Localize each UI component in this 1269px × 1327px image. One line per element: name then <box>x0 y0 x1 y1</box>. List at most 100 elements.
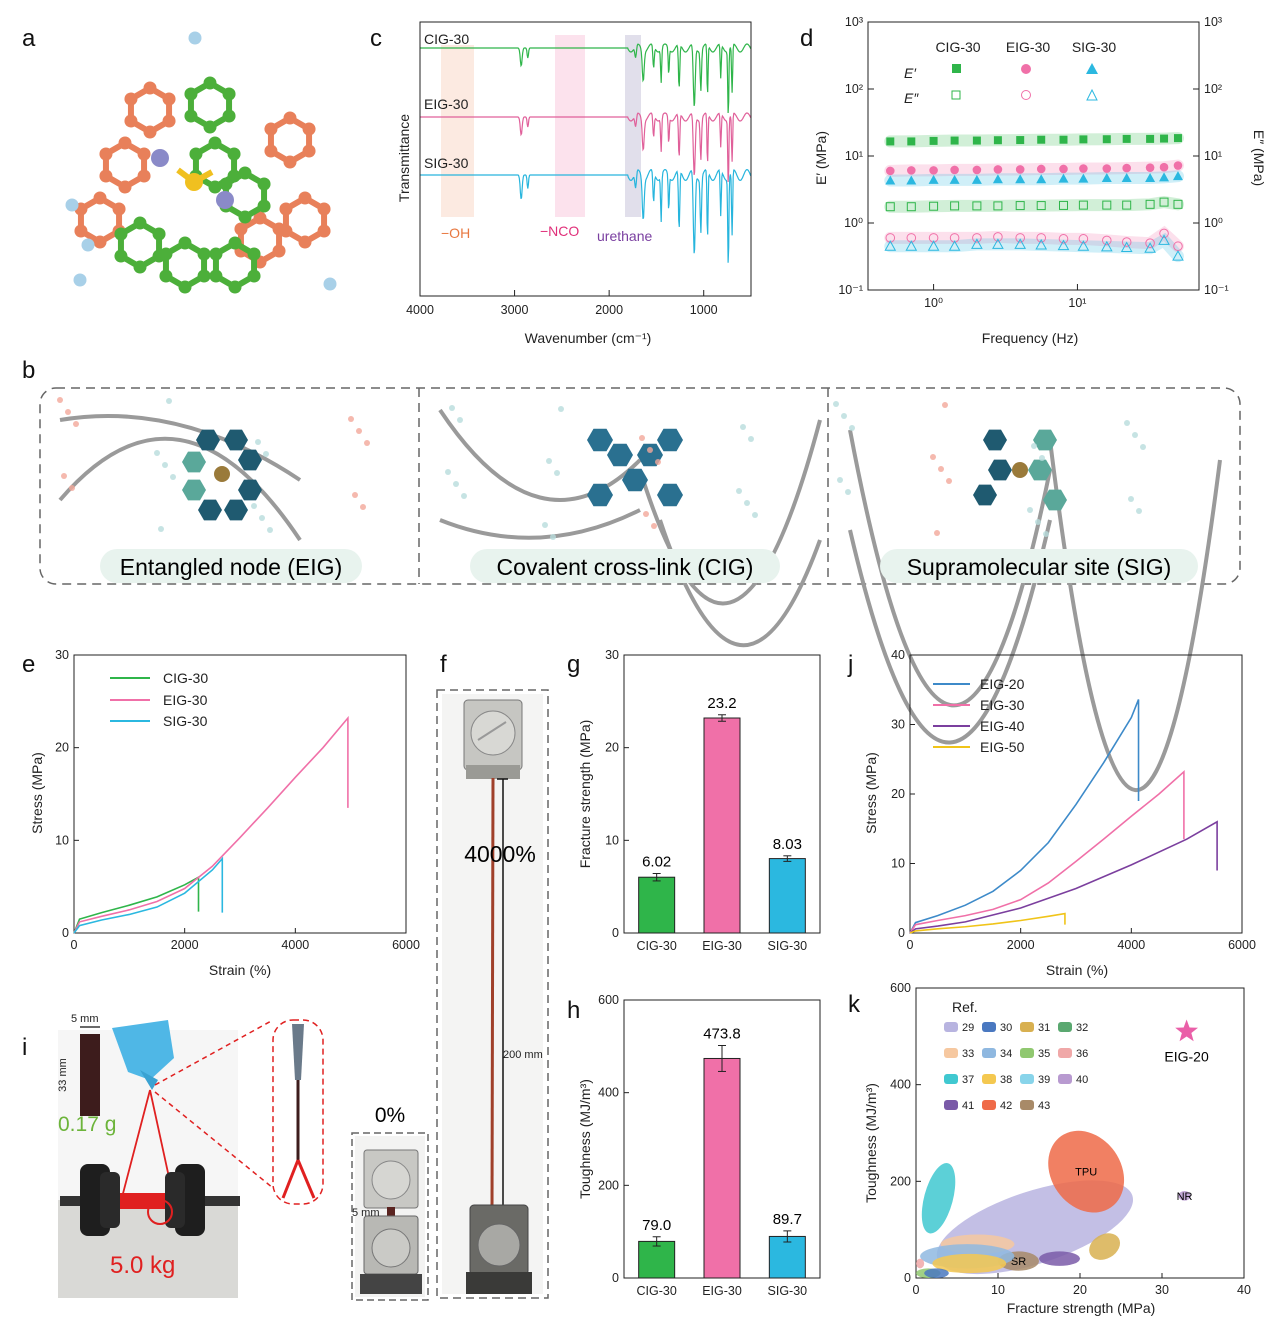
network-bead <box>453 481 459 487</box>
panel-j-y-tick-label: 20 <box>891 787 905 801</box>
atom <box>283 111 297 125</box>
point-CIG-30 E″ <box>972 201 982 211</box>
network-bead <box>938 466 944 472</box>
point-CIG-30 E′ <box>972 136 981 145</box>
point-SIG-30 E″ <box>1077 240 1090 251</box>
atom <box>137 169 151 183</box>
bar-value-label: 79.0 <box>642 1217 671 1234</box>
ring-hexagon <box>238 449 262 471</box>
bar-EIG-30 <box>703 717 741 934</box>
ftir-trace-sig30 <box>420 168 751 263</box>
legend-sig-loss-marker <box>1086 88 1098 101</box>
bar-category-label: EIG-30 <box>702 1284 742 1298</box>
panel-k-y-axis-label: Toughness (MJ/m³) <box>863 1083 879 1203</box>
atom <box>302 122 316 136</box>
panel-letter-b: b <box>22 357 35 384</box>
network-bead <box>845 489 851 495</box>
network-bead <box>61 473 67 479</box>
panel-j-axes: 0 2000 4000 6000 0 10 20 30 40 <box>891 648 1256 952</box>
point-EIG-30 E″ <box>1121 237 1132 247</box>
point-SIG-30 E′ <box>928 174 939 184</box>
panel-letter-a: a <box>22 25 36 52</box>
point-EIG-30 E′ <box>1122 163 1131 173</box>
atom <box>114 249 128 263</box>
atom <box>143 81 157 95</box>
dma-ticks: 10⁻¹ 10⁻¹ 10⁰ 10⁰ 10¹ 10¹ 10² 10² 10³ 10³ 10⁰ 10¹ <box>838 15 1228 310</box>
curve-e-CIG-30 <box>73 875 200 934</box>
sample-strip-photo <box>80 1034 100 1116</box>
point-EIG-30 E′ <box>1102 164 1112 173</box>
network-bead <box>348 416 354 422</box>
polymer-chain <box>58 436 302 542</box>
point-SIG-30 E′ <box>906 175 917 185</box>
d-y-tick-label: 10³ <box>845 15 863 29</box>
ftir-trace-cig30 <box>420 43 751 114</box>
atom <box>247 247 261 261</box>
panel-e-y-axis-label: Stress (MPa) <box>29 752 45 834</box>
network-bead <box>736 488 742 494</box>
point-CIG-30 E′ <box>929 136 938 145</box>
panel-e-x-axis-label: Strain (%) <box>209 962 271 978</box>
ref-label-31: 31 <box>1038 1022 1050 1034</box>
atom <box>208 180 222 194</box>
point-CIG-30 E′ <box>993 136 1002 145</box>
network-bead <box>1132 432 1138 438</box>
atom <box>118 180 132 194</box>
network-bead <box>744 500 750 506</box>
atom <box>93 191 107 205</box>
nco-band-highlight <box>555 35 585 217</box>
atom <box>272 244 286 258</box>
atom <box>228 236 242 250</box>
panel-j-x-tick-label: 4000 <box>1117 938 1145 952</box>
region-label-SR: SR <box>1011 1256 1026 1268</box>
dma-legend-row-storage: E′ <box>904 65 917 81</box>
atom <box>124 92 138 106</box>
dma-legend-col-cig30: CIG-30 <box>935 39 980 55</box>
point-EIG-30 E′ <box>1145 163 1155 172</box>
panel-j-y-tick-label: 10 <box>891 857 905 871</box>
sample-height-label: 33 mm <box>57 1058 69 1092</box>
point-EIG-30 E′ <box>885 166 895 176</box>
panel-j-x-tick-label: 0 <box>907 938 914 952</box>
atom <box>178 236 192 250</box>
ref-swatch-41 <box>944 1100 958 1110</box>
panel-e-x-tick-label: 6000 <box>392 938 420 952</box>
point-EIG-30 E″ <box>1101 235 1112 246</box>
y-tick-label: 20 <box>605 741 619 755</box>
d-y-tick-label-right: 10³ <box>1204 15 1222 29</box>
atom <box>298 235 312 249</box>
region-ref-30 <box>924 1268 949 1278</box>
point-SIG-30 E″ <box>1158 234 1170 245</box>
network-bead <box>461 493 467 499</box>
atom <box>159 269 173 283</box>
panel-letter-e: e <box>22 651 35 678</box>
panel-j-y-tick-label: 40 <box>891 648 905 662</box>
nitrogen-atom <box>216 191 234 209</box>
ftir-trace-eig30 <box>420 112 751 183</box>
end-group-atom <box>73 273 87 287</box>
bond <box>192 169 214 185</box>
atom <box>209 269 223 283</box>
legend-j-eig50: EIG-50 <box>980 739 1025 755</box>
legend-j-eig20: EIG-20 <box>980 676 1025 692</box>
ftir-label-eig30: EIG-30 <box>424 96 469 112</box>
panel-k-x-axis-label: Fracture strength (MPa) <box>1007 1300 1156 1316</box>
atom <box>162 114 176 128</box>
point-SIG-30 E′ <box>1036 174 1047 184</box>
panel-j-y-tick-label: 0 <box>898 926 905 940</box>
atom <box>184 87 198 101</box>
panel-e-x-tick-label: 2000 <box>171 938 199 952</box>
ring-hexagon <box>1043 489 1067 511</box>
panel-k-ref-legend: 29 30 31 32 33 34 35 36 37 38 39 40 41 42 43 <box>944 1022 1088 1112</box>
region-ref-41 <box>1039 1251 1080 1266</box>
point-CIG-30 E″ <box>1173 199 1183 209</box>
ring-hexagon <box>657 483 683 507</box>
ref-label-29: 29 <box>962 1022 974 1034</box>
point-SIG-30 E′ <box>992 174 1003 184</box>
point-CIG-30 E′ <box>1016 136 1025 145</box>
point-EIG-30 E″ <box>993 232 1003 242</box>
ref-swatch-33 <box>944 1048 958 1058</box>
bar-SIG-30 <box>768 1235 806 1279</box>
ring-hexagon <box>973 484 997 506</box>
point-SIG-30 E′ <box>1015 174 1026 184</box>
